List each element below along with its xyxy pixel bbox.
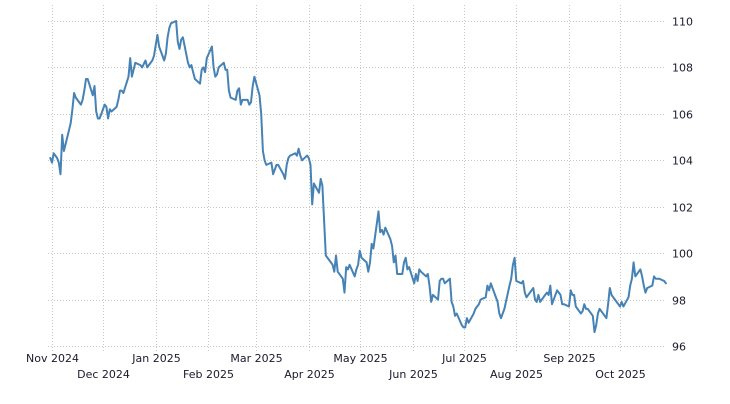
x-tick-label: Jun 2025: [388, 368, 438, 381]
y-tick-label: 100: [672, 248, 693, 261]
y-axis: 96 98 100 102 104 106 108 110: [672, 16, 693, 354]
x-tick-label: Jan 2025: [131, 352, 180, 365]
y-tick-label: 110: [672, 16, 693, 29]
horizontal-gridlines: [48, 21, 666, 347]
x-tick-label: Nov 2024: [26, 352, 79, 365]
y-tick-label: 96: [672, 341, 686, 354]
x-tick-label: Sep 2025: [543, 352, 595, 365]
x-tick-label: Aug 2025: [490, 368, 543, 381]
x-tick-label: Jul 2025: [441, 352, 487, 365]
vertical-gridlines: [52, 5, 621, 352]
x-tick-label: Mar 2025: [230, 352, 282, 365]
y-tick-label: 98: [672, 295, 686, 308]
y-tick-label: 106: [672, 109, 693, 122]
x-tick-label: Oct 2025: [595, 368, 646, 381]
x-tick-label: Apr 2025: [284, 368, 335, 381]
y-tick-label: 104: [672, 155, 693, 168]
y-tick-label: 102: [672, 202, 693, 215]
series-line: [49, 20, 667, 334]
y-tick-label: 108: [672, 62, 693, 75]
x-tick-label: Dec 2024: [77, 368, 130, 381]
x-tick-label: May 2025: [333, 352, 387, 365]
x-tick-label: Feb 2025: [183, 368, 234, 381]
